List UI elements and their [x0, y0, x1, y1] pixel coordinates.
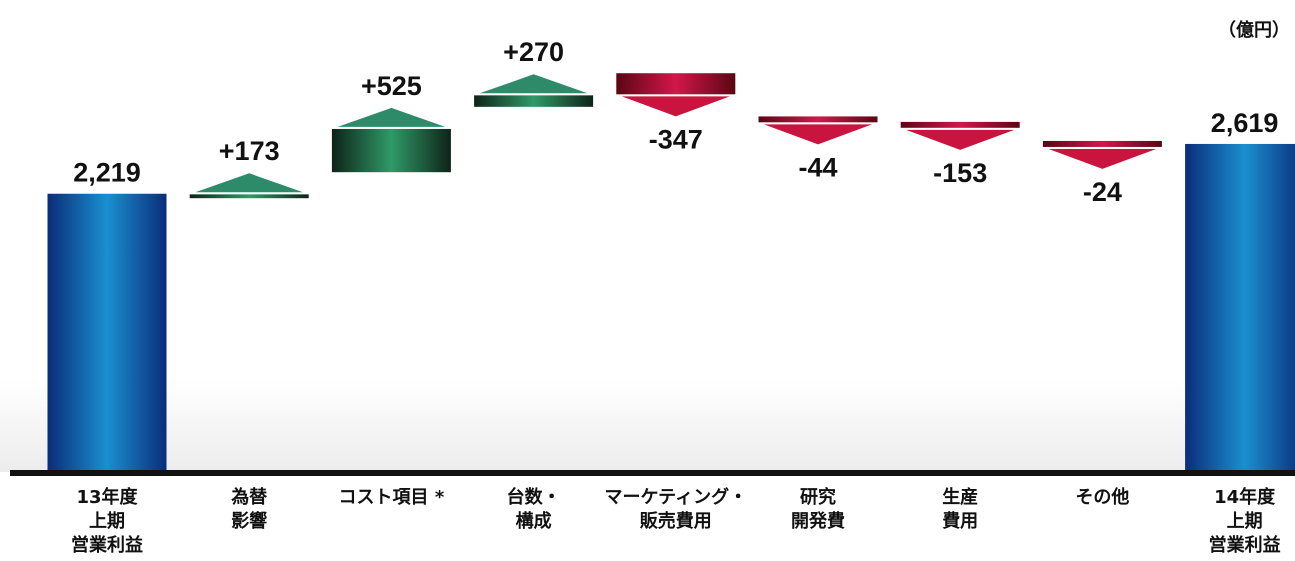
category-label-8-1: 上期 — [1227, 511, 1263, 532]
category-label-6-1: 費用 — [942, 510, 978, 532]
bar-increase-3 — [474, 95, 594, 107]
category-label-6-0: 生産 — [942, 486, 978, 508]
category-label-2-0: コスト項目 * — [339, 487, 445, 508]
arrow-up-2 — [331, 105, 452, 129]
data-label-0: 2,219 — [73, 158, 141, 188]
category-label-4-0: マーケティング・ — [605, 486, 748, 508]
category-label-0-2: 営業利益 — [71, 534, 143, 556]
unit-label: （億円） — [1218, 19, 1290, 41]
bar-increase-2 — [331, 128, 451, 173]
arrow-up-1 — [189, 171, 310, 195]
data-label-6: -153 — [933, 158, 987, 188]
bar-decrease-6 — [900, 121, 1020, 128]
bar-decrease-5 — [758, 116, 878, 123]
arrow-down-4 — [615, 94, 736, 119]
data-label-4: -347 — [649, 124, 703, 154]
category-label-0-1: 上期 — [89, 511, 125, 532]
bar-decrease-4 — [616, 73, 736, 95]
category-label-0-0: 13年度 — [76, 486, 138, 508]
category-label-3-1: 構成 — [516, 510, 552, 532]
category-label-1-0: 為替 — [231, 486, 268, 508]
bar-decrease-7 — [1042, 140, 1162, 147]
arrow-down-5 — [758, 122, 878, 147]
bar-total-0 — [47, 193, 167, 470]
category-label-7-0: その他 — [1075, 486, 1129, 508]
data-label-1: +173 — [219, 136, 280, 166]
plot-floor-shade — [0, 380, 1295, 472]
category-label-8-2: 営業利益 — [1209, 534, 1281, 556]
data-label-7: -24 — [1083, 177, 1122, 207]
category-label-5-0: 研究 — [800, 486, 836, 508]
baseline-axis — [10, 470, 1295, 476]
category-label-8-0: 14年度 — [1214, 486, 1276, 508]
category-label-5-1: 開発費 — [791, 510, 845, 532]
arrow-down-6 — [900, 127, 1021, 152]
category-label-3-0: 台数・ — [507, 486, 561, 508]
category-label-1-1: 影響 — [231, 510, 267, 532]
data-label-8: 2,619 — [1211, 108, 1279, 138]
arrow-down-7 — [1042, 146, 1163, 172]
data-label-2: +525 — [361, 71, 422, 101]
bar-increase-1 — [189, 194, 309, 199]
arrow-up-3 — [473, 72, 594, 96]
category-label-4-1: 販売費用 — [640, 510, 712, 532]
data-label-5: -44 — [798, 152, 837, 182]
data-label-3: +270 — [503, 37, 564, 67]
bar-total-8 — [1185, 143, 1295, 470]
